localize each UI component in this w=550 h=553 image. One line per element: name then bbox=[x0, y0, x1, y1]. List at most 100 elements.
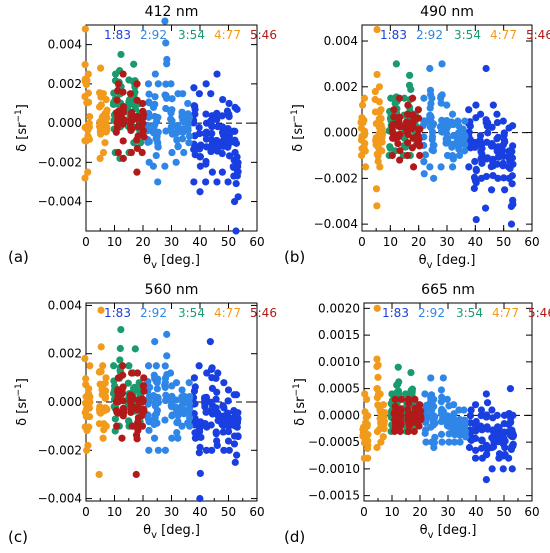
data-point bbox=[232, 139, 241, 147]
legend-entry: 5:46 bbox=[250, 28, 277, 42]
data-point bbox=[364, 430, 372, 439]
data-point bbox=[99, 90, 107, 98]
data-point bbox=[506, 385, 515, 393]
data-point bbox=[154, 128, 162, 136]
data-point bbox=[489, 443, 498, 451]
data-point bbox=[144, 138, 152, 146]
y-tick-label: 0.002 bbox=[324, 80, 358, 94]
data-point bbox=[411, 395, 419, 403]
data-point bbox=[428, 119, 436, 127]
data-point bbox=[174, 143, 182, 151]
data-point bbox=[154, 446, 162, 454]
x-tick-label: 0 bbox=[358, 235, 366, 249]
y-axis-label: δ [sr−1] bbox=[290, 104, 306, 152]
data-point bbox=[450, 415, 458, 423]
y-axis-label-sup: −1 bbox=[14, 109, 24, 122]
data-point bbox=[172, 396, 180, 404]
data-point bbox=[453, 135, 462, 143]
x-tick-label: 50 bbox=[496, 505, 511, 519]
x-tick-label: 40 bbox=[192, 505, 207, 519]
y-tick-label: −0.004 bbox=[38, 492, 82, 506]
y-axis-label-main: δ [sr bbox=[15, 122, 30, 152]
data-point bbox=[178, 386, 186, 394]
data-point bbox=[493, 160, 501, 168]
data-point bbox=[375, 98, 383, 106]
data-point bbox=[404, 395, 413, 403]
data-point bbox=[161, 381, 169, 389]
data-point bbox=[190, 387, 199, 395]
data-point bbox=[168, 148, 176, 157]
legend-entry: 4:77 bbox=[214, 28, 241, 42]
data-point bbox=[162, 94, 171, 102]
data-point bbox=[422, 438, 430, 446]
chart-title: 412 nm bbox=[145, 4, 199, 20]
data-point bbox=[208, 129, 216, 138]
data-point bbox=[102, 387, 110, 395]
data-point bbox=[84, 389, 93, 397]
data-point bbox=[95, 470, 103, 479]
data-point bbox=[224, 427, 233, 436]
data-point bbox=[208, 123, 216, 131]
data-point bbox=[415, 406, 423, 414]
data-point bbox=[161, 362, 169, 370]
data-point bbox=[499, 159, 507, 168]
data-point bbox=[196, 494, 204, 503]
data-point bbox=[139, 107, 147, 115]
x-axis-label: θv [deg.] bbox=[419, 253, 476, 271]
legend-entry: 2:92 bbox=[140, 28, 167, 42]
data-point bbox=[167, 80, 175, 88]
data-point bbox=[218, 149, 226, 158]
data-point bbox=[224, 437, 233, 445]
x-axis-label-unit: [deg.] bbox=[432, 253, 475, 268]
data-point bbox=[119, 108, 128, 116]
data-point bbox=[450, 401, 458, 409]
data-point bbox=[119, 362, 127, 370]
data-point bbox=[472, 446, 480, 454]
data-point bbox=[152, 409, 161, 418]
data-point bbox=[127, 402, 135, 410]
data-point bbox=[394, 122, 403, 130]
data-point bbox=[178, 393, 186, 401]
y-axis-label: δ [sr−1] bbox=[292, 378, 308, 426]
legend-entry: 2:92 bbox=[140, 306, 167, 320]
data-point bbox=[478, 159, 486, 167]
data-point bbox=[191, 414, 199, 423]
data-point bbox=[477, 436, 486, 444]
data-point bbox=[416, 151, 424, 160]
x-axis-label-unit: [deg.] bbox=[157, 523, 200, 538]
data-point bbox=[102, 422, 110, 430]
x-axis-label-unit: [deg.] bbox=[433, 523, 476, 538]
data-point bbox=[494, 430, 502, 438]
data-point bbox=[85, 423, 93, 431]
legend-entry: 2:92 bbox=[418, 306, 445, 320]
data-point bbox=[437, 417, 446, 426]
data-point bbox=[438, 91, 446, 99]
data-point bbox=[430, 174, 438, 182]
data-point bbox=[119, 371, 127, 379]
data-point bbox=[190, 374, 198, 382]
data-point bbox=[493, 411, 501, 419]
data-point bbox=[439, 374, 447, 382]
data-point bbox=[455, 151, 464, 160]
data-point bbox=[162, 80, 170, 88]
data-point bbox=[394, 380, 402, 388]
y-tick-label: −0.0015 bbox=[308, 489, 360, 503]
data-point bbox=[173, 136, 181, 144]
data-point bbox=[499, 465, 507, 473]
panel-label: (d) bbox=[284, 528, 305, 546]
x-tick-label: 50 bbox=[221, 235, 236, 249]
data-point bbox=[363, 422, 371, 431]
data-point bbox=[174, 434, 182, 442]
data-point bbox=[460, 147, 469, 155]
data-point bbox=[128, 393, 137, 401]
data-point bbox=[426, 163, 434, 171]
data-point bbox=[448, 163, 457, 171]
data-point bbox=[97, 343, 105, 351]
y-tick-label: 0.000 bbox=[48, 395, 82, 409]
data-point bbox=[145, 99, 153, 107]
data-point bbox=[438, 405, 446, 413]
data-point bbox=[218, 168, 226, 176]
data-point bbox=[195, 90, 203, 98]
data-point bbox=[133, 144, 141, 153]
